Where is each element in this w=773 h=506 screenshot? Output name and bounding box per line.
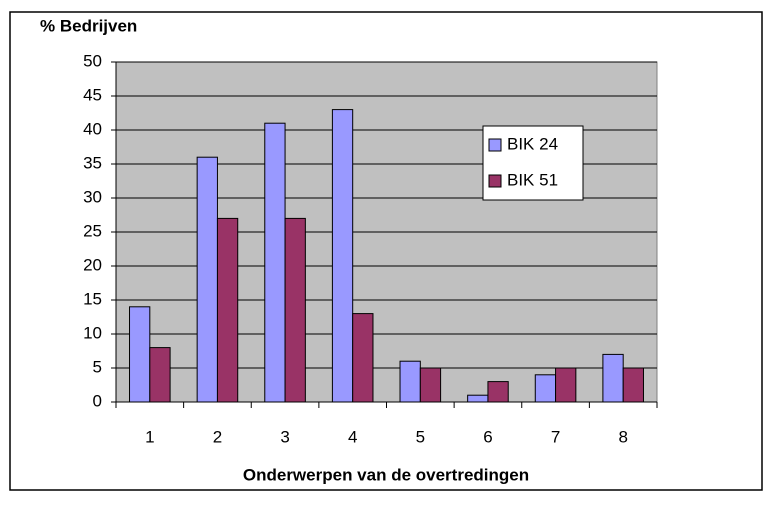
bar <box>352 313 374 403</box>
legend-label: BIK 51 <box>507 170 558 189</box>
legend-label: BIK 24 <box>507 134 558 153</box>
x-tick-label: 3 <box>280 427 289 446</box>
y-tick-label: 45 <box>83 85 102 104</box>
x-tick-label: 6 <box>483 427 492 446</box>
y-tick-label: 40 <box>83 119 102 138</box>
bar <box>331 109 354 403</box>
y-tick-label: 25 <box>83 221 102 240</box>
chart-title: % Bedrijven <box>40 16 137 35</box>
bar <box>129 306 151 403</box>
y-tick-label: 5 <box>93 357 102 376</box>
y-tick-label: 10 <box>83 323 102 342</box>
x-axis-label: Onderwerpen van de overtredingen <box>243 465 529 484</box>
legend-swatch <box>488 138 502 152</box>
bar <box>467 394 489 403</box>
x-tick-label: 5 <box>416 427 425 446</box>
y-tick-label: 35 <box>83 153 102 172</box>
x-tick-label: 2 <box>213 427 222 446</box>
bar <box>487 381 509 403</box>
y-tick-label: 30 <box>83 187 102 206</box>
bar <box>284 217 306 403</box>
bar <box>534 374 557 403</box>
x-tick-label: 4 <box>348 427 357 446</box>
legend-box <box>482 125 584 201</box>
y-tick-label: 15 <box>83 289 102 308</box>
bar <box>216 217 239 403</box>
x-tick-label: 8 <box>618 427 627 446</box>
bar <box>622 367 644 403</box>
y-tick-label: 0 <box>93 391 102 410</box>
y-tick-label: 50 <box>83 51 102 70</box>
bar <box>196 156 218 403</box>
bar <box>602 353 624 403</box>
y-tick-label: 20 <box>83 255 102 274</box>
x-tick-label: 7 <box>551 427 560 446</box>
legend-swatch <box>488 174 502 188</box>
bar <box>399 360 421 403</box>
bar <box>555 367 577 403</box>
bar <box>419 367 442 403</box>
bar <box>149 347 171 403</box>
bar <box>264 122 286 403</box>
x-tick-label: 1 <box>145 427 154 446</box>
